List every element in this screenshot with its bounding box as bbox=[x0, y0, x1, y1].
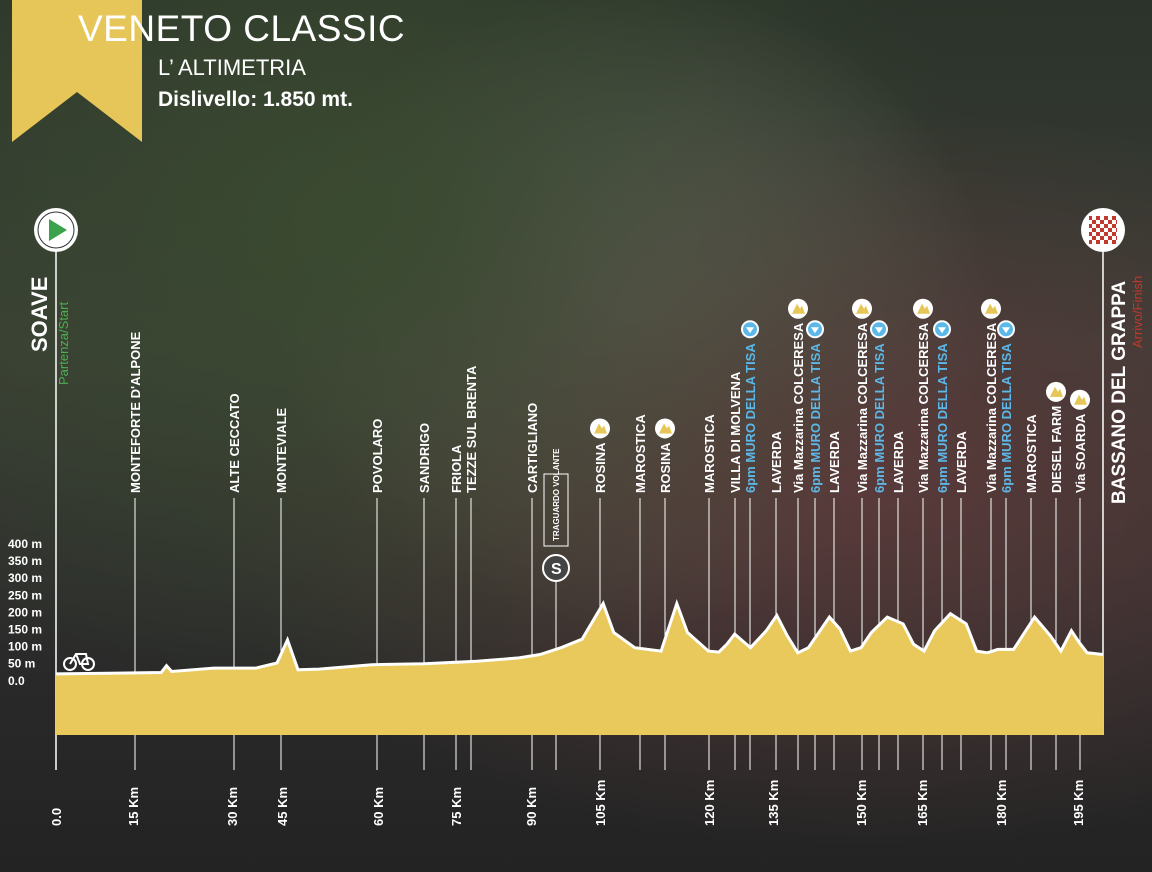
sprint-label: TRAGUARDO VOLANTE bbox=[552, 448, 561, 541]
place-label: Via Mazzarina COLCERESA bbox=[916, 322, 931, 493]
mountain-icon bbox=[917, 303, 930, 314]
place-label: VILLA DI MOLVENA bbox=[728, 371, 743, 493]
place-label: SANDRIGO bbox=[417, 423, 432, 493]
mountain-icon bbox=[856, 303, 869, 314]
place-label: LAVERDA bbox=[769, 431, 784, 493]
y-axis: 400 m 350 m 300 m 250 m 200 m 150 m 100 m 50 m 0… bbox=[8, 537, 42, 688]
place-label: 6pm MURO DELLA TISA bbox=[743, 343, 758, 493]
sprint-icon-letter: S bbox=[551, 561, 562, 578]
mountain-icon bbox=[1050, 386, 1063, 397]
start-name: SOAVE bbox=[27, 277, 52, 352]
place-label: POVOLARO bbox=[370, 419, 385, 493]
elevation-profile bbox=[56, 603, 1103, 735]
mountain-icon bbox=[792, 303, 805, 314]
place-label: 6pm MURO DELLA TISA bbox=[935, 343, 950, 493]
title-ribbon bbox=[12, 0, 142, 142]
play-icon bbox=[49, 219, 67, 241]
place-label: MAROSTICA bbox=[633, 414, 648, 493]
y-tick-label: 350 m bbox=[8, 554, 42, 568]
elevation-gain: Dislivello: 1.850 mt. bbox=[158, 88, 353, 111]
start-marker bbox=[34, 208, 78, 252]
x-tick-label: 15 Km bbox=[126, 787, 141, 826]
x-tick-label: 30 Km bbox=[225, 787, 240, 826]
y-tick-label: 400 m bbox=[8, 537, 42, 551]
place-label: MAROSTICA bbox=[1024, 414, 1039, 493]
place-label: FRIOLA bbox=[449, 444, 464, 493]
x-tick-label: 0.0 bbox=[49, 808, 64, 826]
mountain-icon bbox=[659, 423, 672, 434]
place-label: LAVERDA bbox=[827, 431, 842, 493]
y-tick-label: 0.0 bbox=[8, 674, 25, 688]
place-label: ROSINA bbox=[593, 442, 608, 493]
x-tick-label: 105 Km bbox=[593, 780, 608, 826]
finish-caption: Arrivo/Finish bbox=[1130, 276, 1145, 348]
y-tick-label: 50 m bbox=[8, 657, 35, 671]
start-caption: Partenza/Start bbox=[56, 302, 71, 385]
x-tick-label: 195 Km bbox=[1071, 780, 1086, 826]
place-labels: MONTEFORTE D'ALPONE ALTE CECCATO MONTEVIAL… bbox=[128, 298, 1090, 582]
y-tick-label: 150 m bbox=[8, 623, 42, 637]
finish-marker bbox=[1081, 208, 1125, 252]
x-tick-label: 150 Km bbox=[854, 780, 869, 826]
place-label: TEZZE SUL BRENTA bbox=[464, 365, 479, 493]
place-label: ROSINA bbox=[658, 442, 673, 493]
place-label: Via Mazzarina COLCERESA bbox=[855, 322, 870, 493]
place-label: ALTE CECCATO bbox=[227, 393, 242, 493]
finish-name: BASSANO DEL GRAPPA bbox=[1109, 281, 1130, 504]
y-tick-label: 300 m bbox=[8, 571, 42, 585]
x-axis: 0.0 15 Km 30 Km 45 Km 60 Km 75 Km 90 Km 105 Km 1… bbox=[49, 780, 1086, 826]
mountain-icon bbox=[594, 423, 607, 434]
place-label: Via Mazzarina COLCERESA bbox=[984, 322, 999, 493]
place-label: CARTIGLIANO bbox=[525, 403, 540, 493]
x-tick-label: 135 Km bbox=[766, 780, 781, 826]
page-subtitle: L’ ALTIMETRIA bbox=[158, 55, 306, 80]
mountain-icon bbox=[985, 303, 998, 314]
y-tick-label: 100 m bbox=[8, 640, 42, 654]
x-tick-label: 165 Km bbox=[915, 780, 930, 826]
gpm-arrow bbox=[1002, 327, 1010, 334]
place-label: MONTEVIALE bbox=[274, 407, 289, 493]
x-tick-label: 180 Km bbox=[994, 780, 1009, 826]
place-label: 6pm MURO DELLA TISA bbox=[999, 343, 1014, 493]
mountain-icon bbox=[1074, 394, 1087, 405]
place-label: LAVERDA bbox=[891, 431, 906, 493]
place-label: LAVERDA bbox=[954, 431, 969, 493]
gpm-arrow bbox=[811, 327, 819, 334]
place-label: DIESEL FARM bbox=[1049, 406, 1064, 493]
sprint-icon bbox=[542, 554, 570, 582]
x-tick-label: 90 Km bbox=[524, 787, 539, 826]
bicycle-icon bbox=[63, 653, 95, 671]
y-tick-label: 200 m bbox=[8, 605, 42, 619]
gpm-arrow bbox=[938, 327, 946, 334]
page-title: VENETO CLASSIC bbox=[78, 8, 406, 49]
y-tick-label: 250 m bbox=[8, 588, 42, 602]
sprint-label-box bbox=[543, 473, 569, 547]
place-label: MONTEFORTE D'ALPONE bbox=[128, 331, 143, 493]
x-tick-label: 45 Km bbox=[275, 787, 290, 826]
place-label: Via SOARDA bbox=[1073, 413, 1088, 493]
elevation-profile-outline bbox=[55, 598, 1104, 676]
gpm-arrow bbox=[746, 327, 754, 334]
x-tick-label: 75 Km bbox=[449, 787, 464, 826]
x-tick-label: 60 Km bbox=[371, 787, 386, 826]
checkered-flag-icon bbox=[1089, 216, 1117, 244]
place-label: MAROSTICA bbox=[702, 414, 717, 493]
x-tick-label: 120 Km bbox=[702, 780, 717, 826]
place-label: 6pm MURO DELLA TISA bbox=[872, 343, 887, 493]
place-label: 6pm MURO DELLA TISA bbox=[808, 343, 823, 493]
place-label: Via Mazzarina COLCERESA bbox=[791, 322, 806, 493]
gpm-arrow bbox=[875, 327, 883, 334]
